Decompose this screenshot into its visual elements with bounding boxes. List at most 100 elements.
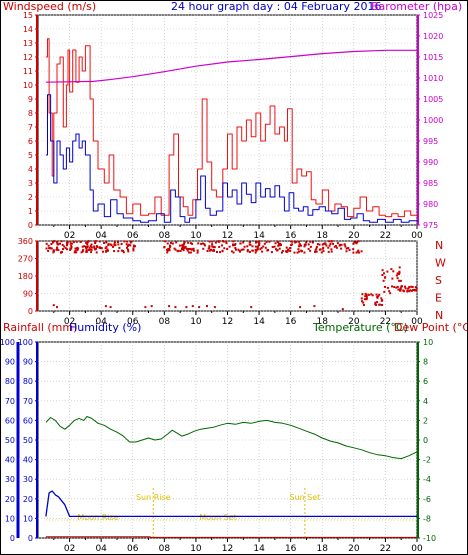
direction-point <box>297 245 300 248</box>
direction-point <box>98 246 101 249</box>
y2-tick-label: -2 <box>423 456 431 465</box>
y2-tick-label: 990 <box>423 158 438 167</box>
direction-point <box>250 306 253 309</box>
direction-point <box>356 241 358 244</box>
direction-point <box>278 247 281 250</box>
direction-point <box>104 247 107 250</box>
direction-point <box>226 248 229 250</box>
direction-point <box>103 242 106 244</box>
direction-point <box>130 240 133 243</box>
direction-point <box>182 244 185 247</box>
y2-tick-label: 1020 <box>423 32 443 41</box>
direction-point <box>185 306 188 309</box>
direction-point <box>231 250 233 253</box>
y-tick-label: 80 <box>23 377 33 386</box>
direction-point <box>295 240 298 243</box>
direction-point <box>335 246 338 249</box>
direction-point <box>382 279 385 282</box>
rain-tick-label: 0 <box>10 534 15 543</box>
direction-point <box>105 245 108 248</box>
compass-label: S <box>435 274 442 287</box>
direction-point <box>126 240 129 243</box>
direction-point <box>395 286 398 289</box>
direction-point <box>232 243 234 246</box>
y2-tick-label: -4 <box>423 475 431 484</box>
direction-point <box>105 241 108 244</box>
direction-point <box>398 272 401 274</box>
direction-point <box>49 247 52 250</box>
y-tick-label: 360 <box>18 237 33 246</box>
y-tick-label: 70 <box>23 397 33 406</box>
direction-point <box>375 303 377 306</box>
direction-point <box>396 277 399 280</box>
gust-series <box>45 38 418 218</box>
y2-tick-label: 1025 <box>423 11 443 20</box>
direction-point <box>90 251 93 254</box>
direction-point <box>233 244 236 246</box>
y-tick-label: 50 <box>23 436 33 445</box>
direction-point <box>284 250 287 253</box>
direction-point <box>129 244 132 247</box>
direction-point <box>365 297 368 300</box>
direction-point <box>85 250 88 253</box>
direction-point <box>352 248 355 251</box>
direction-point <box>396 272 399 275</box>
direction-point <box>50 247 53 250</box>
direction-point <box>79 240 82 243</box>
direction-point <box>374 301 377 304</box>
direction-point <box>242 248 245 251</box>
rain-tick-label: 50 <box>5 436 15 445</box>
direction-point <box>95 245 98 248</box>
direction-point <box>345 250 348 253</box>
y-tick-label: 0 <box>28 221 33 230</box>
direction-point <box>187 241 190 244</box>
direction-point <box>355 242 358 245</box>
direction-point <box>45 242 48 245</box>
rain-series <box>45 536 417 538</box>
direction-point <box>166 242 169 245</box>
direction-point <box>307 247 310 250</box>
direction-point <box>118 246 121 249</box>
x-tick-label: 20 <box>348 231 360 241</box>
hum-series <box>45 490 417 518</box>
direction-point <box>55 241 58 244</box>
direction-point <box>211 245 214 248</box>
direction-point <box>52 241 54 244</box>
x-tick-label: 02 <box>64 231 75 241</box>
direction-point <box>126 246 128 249</box>
direction-point <box>191 242 194 245</box>
direction-point <box>363 298 366 301</box>
direction-point <box>298 243 301 246</box>
direction-point <box>62 248 64 251</box>
x-tick-label: 00 <box>411 544 423 554</box>
direction-point <box>406 290 409 293</box>
direction-point <box>391 277 394 280</box>
direction-point <box>361 293 364 296</box>
direction-point <box>343 243 346 246</box>
direction-point <box>345 247 348 250</box>
direction-point <box>255 241 257 244</box>
y2-tick-label: 1000 <box>423 116 443 125</box>
direction-point <box>217 240 220 243</box>
direction-point <box>200 242 203 245</box>
direction-point <box>384 276 387 279</box>
direction-point <box>278 244 281 247</box>
y-tick-label: 0 <box>28 307 33 316</box>
direction-point <box>277 240 280 243</box>
direction-point <box>211 249 214 252</box>
direction-point <box>235 248 237 251</box>
direction-point <box>287 248 290 251</box>
direction-point <box>60 240 63 243</box>
direction-point <box>318 243 321 246</box>
direction-point <box>328 240 331 243</box>
y2-tick-label: 4 <box>423 397 428 406</box>
direction-point <box>314 249 317 252</box>
y-tick-label: 4 <box>28 165 33 174</box>
direction-point <box>275 248 277 251</box>
direction-point <box>356 250 359 253</box>
rainfall-axis-label: Rainfall (mm) <box>3 321 77 334</box>
direction-point <box>181 247 184 250</box>
direction-point <box>332 242 335 245</box>
direction-point <box>361 300 363 303</box>
direction-point <box>254 251 257 254</box>
